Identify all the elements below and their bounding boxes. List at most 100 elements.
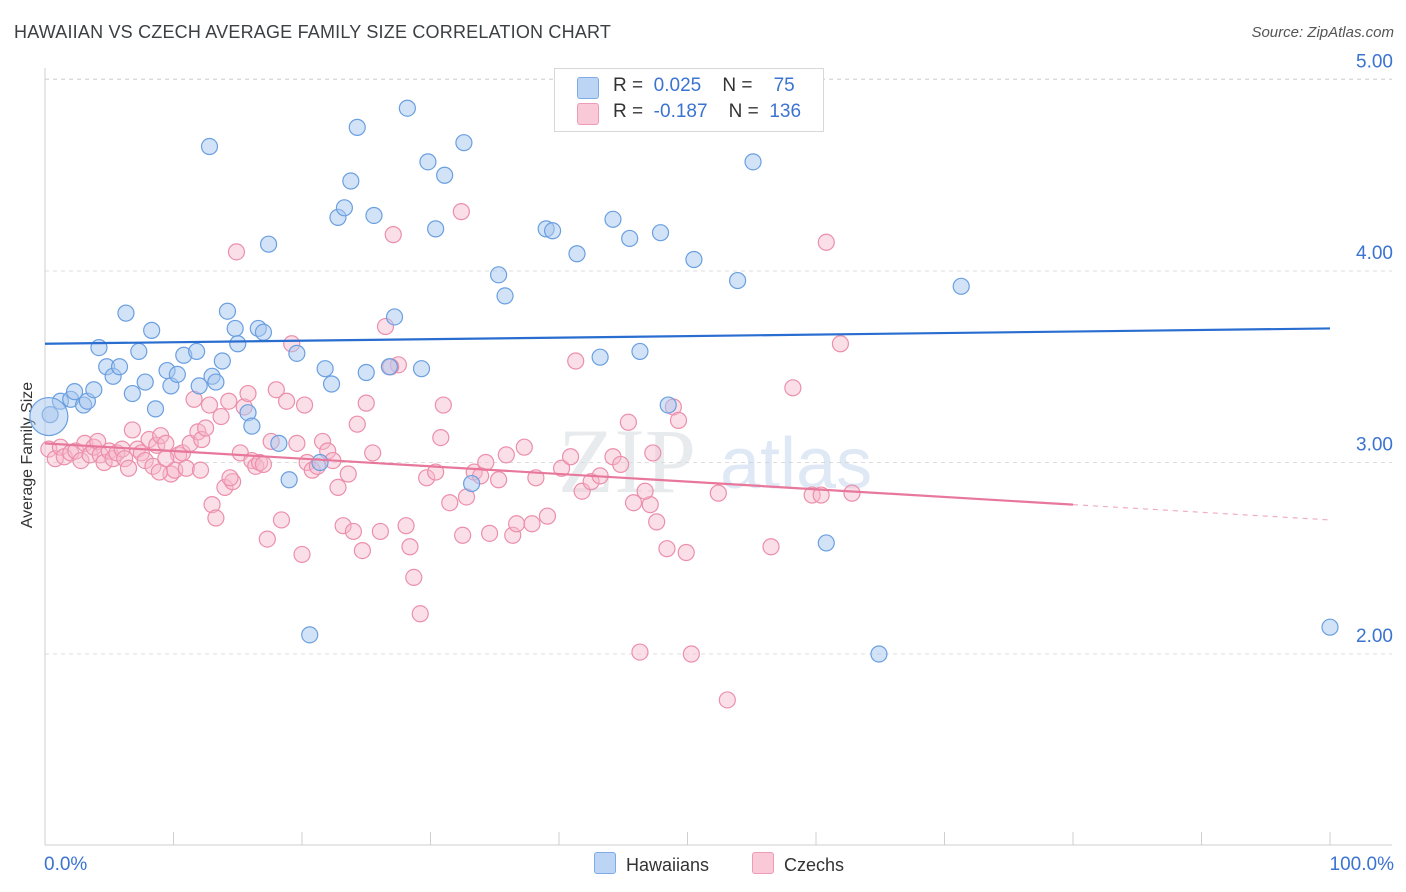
czech-point: [441, 494, 459, 512]
x-tick-label-max: 100.0%: [1330, 854, 1395, 875]
czech-point: [220, 392, 238, 410]
czech-point: [239, 384, 257, 403]
hawaiian-point: [490, 266, 508, 284]
y-tick-label: 2.00: [1356, 626, 1393, 647]
hawaiian-point: [229, 335, 247, 353]
y-tick-label: 5.00: [1356, 52, 1393, 73]
bottom-legend-swatch-hawaiians: [594, 852, 616, 874]
czech-point: [490, 471, 508, 489]
hawaiians-trend-line: [44, 327, 1331, 345]
hawaiian-point: [316, 360, 334, 378]
hawaiian-point: [348, 118, 366, 136]
hawaiian-point: [65, 383, 84, 401]
czech-point: [561, 448, 580, 466]
czech-point: [434, 396, 452, 414]
czech-point: [636, 482, 654, 500]
czech-point: [507, 515, 526, 533]
czech-point: [515, 438, 533, 456]
czech-point: [624, 494, 643, 512]
trend-lines: [44, 327, 1331, 521]
czech-point: [295, 396, 314, 414]
hawaiian-point: [591, 348, 609, 366]
hawaiian-point: [200, 137, 219, 156]
y-tick-label: 3.00: [1356, 435, 1393, 456]
hawaiian-point: [744, 153, 762, 171]
czech-point: [191, 461, 210, 479]
hawaiian-point: [1321, 618, 1339, 636]
hawaiian-point: [436, 166, 454, 184]
legend-n-label: N =: [722, 75, 753, 96]
x-tick-label-min: 0.0%: [44, 854, 87, 875]
czech-point: [344, 522, 362, 541]
hawaiian-point: [357, 363, 375, 382]
czech-point: [677, 543, 695, 562]
czech-point: [334, 517, 352, 535]
czech-point: [552, 459, 571, 477]
hawaiian-point: [952, 277, 970, 295]
bottom-legend-hawaiians: Hawaiians: [594, 852, 709, 876]
czech-point: [293, 545, 311, 564]
hawaiian-point: [427, 220, 445, 238]
hawaiian-point: [168, 365, 186, 384]
czech-point: [397, 517, 415, 535]
czech-point: [197, 419, 215, 437]
czech-point: [644, 444, 662, 462]
hawaiian-point: [280, 471, 298, 489]
hawaiian-point: [729, 271, 747, 290]
czech-point: [277, 392, 296, 410]
hawaiian-point: [631, 342, 649, 361]
hawaiian-point: [85, 381, 103, 399]
czech-point: [221, 469, 239, 487]
czech-point: [267, 381, 285, 399]
czech-point: [709, 484, 727, 502]
czechs-trend-line: [44, 442, 1074, 506]
hawaiian-point: [543, 222, 562, 240]
czech-point: [481, 524, 499, 542]
hawaiian-point: [651, 224, 670, 242]
y-tick-label: 4.00: [1356, 243, 1393, 264]
bottom-legend-label-czechs: Czechs: [784, 855, 845, 875]
czech-point: [497, 446, 515, 464]
legend-n-label: N =: [728, 101, 759, 122]
hawaiian-point: [496, 287, 514, 305]
czech-point: [812, 486, 830, 504]
czech-point: [200, 396, 219, 414]
czech-point: [116, 450, 134, 468]
czech-point: [718, 691, 736, 709]
stats-legend: R = 0.025 N = 75 R = -0.187 N = 136: [554, 68, 824, 132]
hawaiian-point: [110, 358, 129, 376]
czech-point: [817, 233, 835, 251]
czech-point: [72, 451, 90, 470]
hawaiian-point: [243, 417, 261, 435]
czech-point: [411, 605, 429, 623]
czech-point: [619, 413, 637, 431]
hawaiian-point: [130, 342, 148, 361]
czech-point: [418, 469, 436, 487]
hawaiian-point: [259, 235, 278, 253]
hawaiian-point: [335, 199, 354, 217]
hawaiian-point: [365, 206, 383, 225]
hawaiian-point: [288, 344, 306, 362]
hawaiian-point: [143, 321, 161, 339]
legend-n-value-hawaiians: 75: [773, 75, 795, 96]
czech-point: [144, 457, 162, 475]
czech-point: [427, 463, 445, 481]
czech-point: [658, 540, 676, 558]
czech-point: [329, 478, 347, 496]
czech-point: [538, 507, 557, 525]
czech-point: [364, 444, 382, 462]
czechs-points: [40, 203, 861, 709]
czech-point: [567, 352, 585, 370]
hawaiian-point: [207, 373, 225, 391]
czech-point: [207, 509, 225, 527]
source-label: Source: ZipAtlas.com: [1251, 24, 1394, 41]
czech-point: [582, 473, 600, 491]
czech-point: [313, 432, 332, 451]
hawaiian-point: [301, 626, 319, 644]
hawaiians-points: [29, 99, 1339, 663]
bottom-legend-czechs: Czechs: [752, 852, 844, 876]
legend-r-label: R =: [613, 75, 644, 96]
hawaiian-point: [270, 434, 288, 452]
czech-point: [177, 459, 195, 477]
